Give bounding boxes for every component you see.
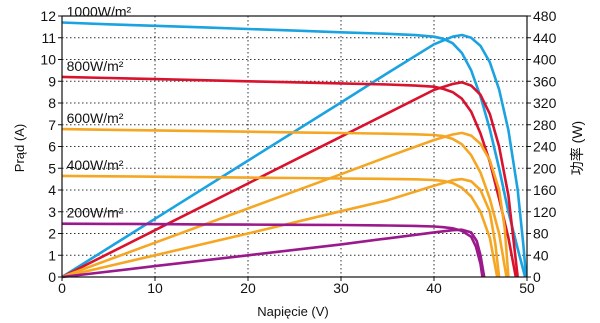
iv-curve [61, 127, 508, 278]
y2-tick-label: 160 [533, 182, 557, 198]
irradiance-label: 800W/m² [67, 58, 124, 74]
y2-tick-label: 320 [533, 95, 557, 111]
y-tick-label: 0 [48, 269, 56, 285]
grid-lines [62, 15, 527, 277]
y2-tick-label: 480 [533, 8, 557, 24]
plot-curves [61, 21, 528, 279]
pv-curve [61, 131, 510, 279]
y2-tick-label: 240 [533, 139, 557, 155]
y-tick-label: 11 [41, 30, 56, 46]
y-tick-label: 8 [48, 95, 56, 111]
irradiance-label: 1000W/m² [67, 4, 132, 20]
y2-tick-label: 40 [533, 247, 549, 263]
y-tick-label: 5 [48, 160, 56, 176]
y2-tick-label: 120 [533, 204, 557, 220]
x-tick-label: 40 [426, 280, 442, 296]
y-tick-label: 6 [48, 139, 56, 155]
x-tick-label: 0 [58, 280, 66, 296]
y2-tick-label: 0 [533, 269, 541, 285]
irradiance-label: 400W/m² [67, 157, 124, 173]
y-tick-label: 12 [40, 8, 56, 24]
iv-curve [61, 222, 484, 278]
y-tick-label: 4 [48, 182, 56, 198]
y-tick-label: 9 [48, 73, 56, 89]
x-tick-label: 20 [240, 280, 256, 296]
y-tick-label: 3 [48, 204, 56, 220]
y2-tick-label: 200 [533, 160, 557, 176]
irradiance-label: 200W/m² [67, 205, 124, 221]
y2-tick-label: 280 [533, 117, 557, 133]
x-axis-label: Napięcie (V) [257, 304, 329, 319]
y-tick-label: 7 [48, 117, 56, 133]
y-tick-label: 2 [48, 226, 56, 242]
pv-curve [61, 81, 519, 279]
y-tick-label: 10 [40, 52, 56, 68]
pv-curve [61, 228, 486, 279]
pv-curve [61, 177, 501, 279]
y2-tick-label: 80 [533, 226, 549, 242]
x-tick-label: 50 [519, 280, 535, 296]
y-axis-label: Prąd (A) [12, 124, 27, 172]
y2-axis-label: 功率 (W) [569, 121, 585, 175]
x-tick-label: 10 [147, 280, 163, 296]
y2-tick-label: 440 [533, 30, 557, 46]
y-tick-label: 1 [48, 247, 56, 263]
axes: 0123456789101112040801201602002402803203… [40, 8, 556, 296]
iv-curve [61, 21, 527, 278]
irradiance-label: 600W/m² [67, 110, 124, 126]
iv-curve [61, 174, 499, 278]
x-tick-label: 30 [333, 280, 349, 296]
y2-tick-label: 360 [533, 73, 557, 89]
series-labels: 1000W/m² 800W/m² 600W/m² 400W/m² 200W/m² [67, 4, 132, 221]
y2-tick-label: 400 [533, 52, 557, 68]
